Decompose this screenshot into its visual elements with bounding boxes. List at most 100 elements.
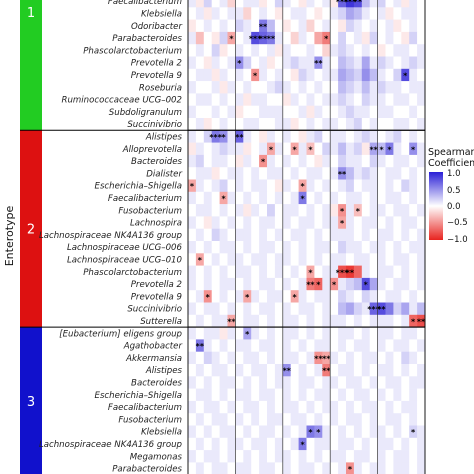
heatmap-cell <box>377 376 386 389</box>
heatmap-cell <box>369 0 378 8</box>
heatmap-cell <box>377 19 386 33</box>
heatmap-cell <box>251 413 260 426</box>
heatmap-cell <box>235 314 244 328</box>
heatmap-cell <box>235 425 244 439</box>
heatmap-cell <box>330 216 339 229</box>
heatmap-cell <box>409 56 418 70</box>
heatmap-cell <box>203 179 212 193</box>
heatmap-cell <box>314 105 323 119</box>
heatmap-cell <box>227 339 236 352</box>
heatmap-cell <box>251 253 260 266</box>
heatmap-cell <box>361 154 370 168</box>
heatmap-cell <box>274 425 284 439</box>
heatmap-cell <box>346 364 355 377</box>
heatmap-cell <box>195 7 205 20</box>
heatmap-cell <box>417 265 426 279</box>
heatmap-cell <box>369 265 378 279</box>
heatmap-cell <box>227 241 236 254</box>
heatmap-cell <box>314 31 323 45</box>
heatmap-cell <box>314 7 323 20</box>
heatmap-cell <box>259 118 268 131</box>
heatmap-cell <box>338 105 347 119</box>
heatmap-cell <box>338 56 347 70</box>
heatmap-cell <box>361 339 370 352</box>
heatmap-cell <box>235 413 244 426</box>
row-label: Sutterella <box>140 317 182 327</box>
heatmap-cell <box>306 167 315 180</box>
heatmap-cell <box>188 253 197 266</box>
heatmap-cell <box>243 388 252 402</box>
heatmap-cell <box>282 0 291 8</box>
heatmap-cell <box>211 314 220 328</box>
heatmap-cell <box>227 142 236 156</box>
heatmap-cell <box>235 290 244 303</box>
heatmap-cell <box>219 450 228 463</box>
row-label: Akkermansia <box>125 354 182 364</box>
heatmap-cell <box>251 327 260 340</box>
heatmap-cell <box>195 105 205 119</box>
heatmap-cell <box>401 7 410 20</box>
heatmap-cell <box>195 290 205 303</box>
heatmap-cell <box>393 462 402 474</box>
significance-mark: ** <box>227 317 236 326</box>
heatmap-cell <box>346 204 355 217</box>
heatmap-cell <box>417 351 426 365</box>
heatmap-cell <box>314 179 323 193</box>
heatmap-cell <box>417 413 426 426</box>
heatmap-cell <box>251 277 260 291</box>
heatmap-cell <box>274 413 284 426</box>
heatmap-cell <box>385 302 394 316</box>
significance-mark: ** <box>377 305 386 314</box>
heatmap-cell <box>346 351 355 365</box>
heatmap-cell <box>346 265 355 279</box>
heatmap-cell <box>361 364 370 377</box>
heatmap-cell <box>409 265 418 279</box>
significance-mark: ** <box>338 170 347 179</box>
heatmap-cell <box>203 68 212 82</box>
row-label: Lachnospiraceae UCG–006 <box>67 243 183 253</box>
heatmap-cell <box>274 253 284 266</box>
heatmap-cell <box>267 339 276 352</box>
heatmap-cell <box>251 93 260 106</box>
heatmap-cell <box>227 277 236 291</box>
heatmap-cell <box>267 204 276 217</box>
heatmap-cell <box>235 142 244 156</box>
heatmap-cell <box>219 253 228 266</box>
heatmap-cell <box>195 351 205 365</box>
heatmap-cell <box>235 56 244 70</box>
heatmap-cell <box>346 302 355 316</box>
heatmap-cell <box>409 228 418 242</box>
heatmap-cell <box>282 265 291 279</box>
heatmap-cell <box>259 204 268 217</box>
heatmap-cell <box>409 277 418 291</box>
heatmap-cell <box>377 81 386 94</box>
heatmap-cell <box>259 327 268 340</box>
heatmap-cell <box>235 339 244 352</box>
significance-mark: * <box>387 145 392 154</box>
heatmap-cell <box>361 118 370 131</box>
heatmap-cell <box>274 0 284 8</box>
heatmap-cell <box>409 93 418 106</box>
heatmap-cell <box>259 191 268 205</box>
heatmap-cell <box>298 7 307 20</box>
significance-mark: ** <box>259 35 268 44</box>
heatmap-cell <box>290 154 299 168</box>
heatmap-cell <box>401 142 410 156</box>
heatmap-cell <box>188 105 197 119</box>
heatmap-cell <box>409 388 418 402</box>
heatmap-cell <box>282 376 291 389</box>
heatmap-cell <box>259 376 268 389</box>
heatmap-cell <box>346 0 355 8</box>
heatmap-cell <box>393 388 402 402</box>
heatmap-cell <box>385 277 394 291</box>
heatmap-cell <box>306 327 315 340</box>
heatmap-cell <box>290 413 299 426</box>
heatmap-cell <box>251 142 260 156</box>
heatmap-cell <box>267 167 276 180</box>
heatmap-cell <box>401 216 410 229</box>
heatmap-cell <box>282 167 291 180</box>
heatmap-cell <box>227 68 236 82</box>
significance-mark: * <box>229 35 234 44</box>
heatmap-cell <box>298 450 307 463</box>
heatmap-cell <box>322 462 331 474</box>
